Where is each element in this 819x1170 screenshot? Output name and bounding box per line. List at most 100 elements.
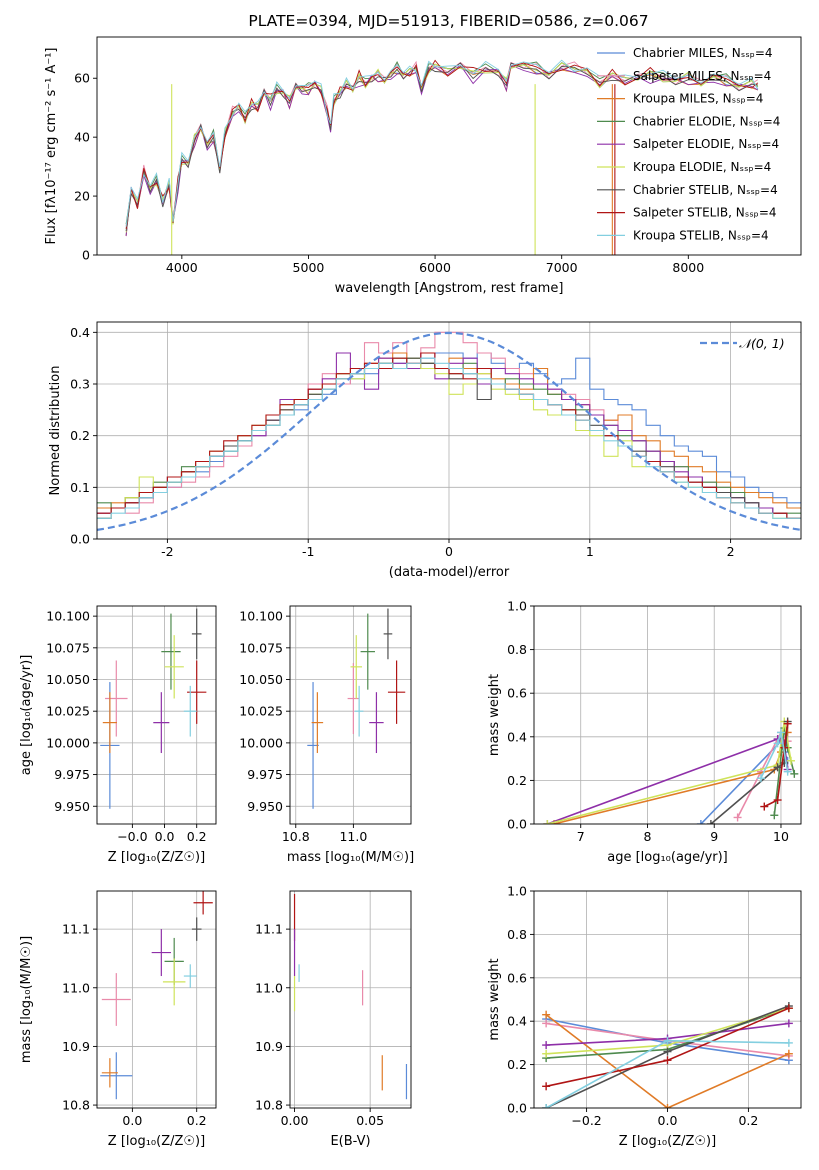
- mass-vs-EBV-frame: [289, 890, 412, 1109]
- age-vs-Z-ytick-label: 10.100: [46, 609, 90, 624]
- residuals-xtick-label: 0: [445, 544, 453, 559]
- legend-entry: Salpeter STELIB, Nₛₛₚ=4: [633, 206, 777, 220]
- age-vs-Z-ytick-label: 10.050: [46, 672, 90, 687]
- spectrum-ytick-label: 0: [82, 248, 90, 263]
- mass-vs-Z-frame: [96, 890, 217, 1109]
- age-vs-Z-marks: [100, 608, 207, 809]
- residuals-ytick-label: 0.2: [70, 428, 90, 443]
- mass-weight-vs-Z-xtick-label: 0.2: [738, 1113, 758, 1128]
- spectrum-xtick-label: 7000: [546, 260, 578, 275]
- mass-weight-vs-age-axes: [530, 605, 801, 828]
- spectrum-line-salpeter-stelib: [125, 59, 759, 229]
- spectrum-axes: [93, 77, 689, 259]
- legend-entry: Kroupa STELIB, Nₛₛₚ=4: [633, 228, 769, 242]
- legend-entry: Chabrier STELIB, Nₛₛₚ=4: [633, 183, 778, 197]
- mass-vs-EBV-marks: [293, 893, 408, 1100]
- mass-vs-Z-ylabel: mass [log₁₀(M/M☉)]: [19, 936, 34, 1063]
- residuals-xtick-label: -1: [302, 544, 314, 559]
- mass-weight-vs-age-xlabel: age [log₁₀(age/yr)]: [607, 850, 728, 865]
- spectrum-ytick-label: 40: [74, 130, 90, 145]
- age-vs-mass-axes: [286, 606, 411, 828]
- age-vs-mass-ytick-label: 9.950: [247, 799, 283, 814]
- mass-vs-EBV-xtick-label: 0.00: [281, 1113, 309, 1128]
- mass-vs-EBV-axes: [286, 891, 411, 1112]
- spectrum-ytick-label: 60: [74, 71, 90, 86]
- age-vs-Z-ylabel: age [log₁₀(age/yr)]: [19, 655, 34, 776]
- age-vs-mass-ytick-label: 9.975: [247, 767, 283, 782]
- age-vs-Z-frame: [96, 605, 217, 825]
- spectrum-marks: [125, 59, 759, 255]
- spectrum-xtick-label: 8000: [672, 260, 704, 275]
- mass-weight-vs-age-ytick-label: 0.4: [507, 729, 527, 744]
- age-vs-mass-frame: [289, 605, 412, 825]
- mass-vs-Z-ytick-label: 10.9: [62, 1039, 90, 1054]
- age-vs-Z-xtick-label: −0.0: [117, 829, 147, 844]
- mass-vs-EBV-ytick-label: 10.9: [255, 1039, 283, 1054]
- weight-line-chabrier-stelib: [710, 721, 789, 824]
- mass-weight-vs-Z-xtick-label: −0.2: [571, 1113, 601, 1128]
- mass-weight-vs-Z-ytick-label: 0.8: [507, 927, 527, 942]
- hist-kroupa-stelib: [97, 357, 801, 519]
- mass-weight-vs-Z-frame: [533, 890, 802, 1109]
- weight-line-salpeter-stelib: [763, 723, 789, 808]
- spectrum-legend: Chabrier MILES, Nₛₛₚ=4 Salpeter MILES, Nₛ…: [597, 46, 780, 242]
- mass-weight-vs-Z-ytick-label: 0.0: [507, 1101, 527, 1116]
- mass-vs-EBV-xlabel: E(B-V): [330, 1134, 370, 1149]
- age-vs-Z-xtick-label: 0.0: [155, 829, 175, 844]
- legend-entry: Chabrier MILES, Nₛₛₚ=4: [633, 46, 773, 60]
- mass-weight-vs-age-xtick-label: 10: [773, 829, 789, 844]
- mass-vs-EBV-ytick-label: 11.0: [255, 980, 283, 995]
- mass-vs-EBV-ytick-label: 10.8: [255, 1098, 283, 1113]
- mass-vs-Z-marks: [100, 891, 213, 1100]
- mass-weight-vs-age-marks: [543, 717, 799, 824]
- mass-weight-vs-Z-ytick-label: 1.0: [507, 884, 527, 899]
- weight-line-salpeter-miles: [736, 730, 789, 818]
- age-vs-mass-xtick-label: 10.8: [282, 829, 310, 844]
- mass-vs-Z-axes: [93, 891, 216, 1112]
- mass-weight-vs-Z-ylabel: mass weight: [487, 958, 502, 1040]
- mass-weight-vs-age-ytick-label: 0.2: [507, 773, 527, 788]
- mass-weight-vs-Z-marks: [542, 1002, 793, 1108]
- spectrum-line-chabrier-stelib: [125, 62, 758, 232]
- hist-chabrier-miles: [97, 352, 801, 514]
- age-vs-Z-ytick-label: 10.025: [46, 704, 90, 719]
- residuals-ylabel: Normed distribution: [48, 366, 63, 496]
- residuals-ytick-label: 0.4: [70, 325, 90, 340]
- mass-vs-Z-ytick-label: 11.0: [62, 980, 90, 995]
- legend-entry: 𝒩(0, 1): [739, 336, 785, 351]
- weight-line-salpeter-elodie: [547, 738, 789, 824]
- mass-weight-vs-age-xtick-label: 7: [577, 829, 585, 844]
- spectrum-xtick-label: 6000: [419, 260, 451, 275]
- legend-entry: Kroupa MILES, Nₛₛₚ=4: [633, 92, 763, 106]
- mass-weight-vs-age-ytick-label: 0.6: [507, 686, 527, 701]
- mass-vs-EBV-xtick-label: 0.05: [356, 1113, 384, 1128]
- mass-weight-vs-age-xtick-label: 9: [710, 829, 718, 844]
- age-vs-Z-xlabel: Z [log₁₀(Z/Z☉)]: [108, 850, 205, 865]
- mass-vs-Z-ytick-label: 11.1: [62, 922, 90, 937]
- mass-vs-Z-ytick-label: 10.8: [62, 1098, 90, 1113]
- spectrum-line-kroupa-elodie: [125, 62, 759, 233]
- mass-weight-vs-age-ylabel: mass weight: [487, 674, 502, 756]
- age-vs-Z-ytick-label: 9.950: [54, 799, 90, 814]
- spectrum-xtick-label: 4000: [166, 260, 198, 275]
- spectrum-ylabel: Flux [fλ10⁻¹⁷ erg cm⁻² s⁻¹ A⁻¹]: [44, 48, 59, 245]
- age-vs-Z-ytick-label: 10.075: [46, 640, 90, 655]
- age-vs-Z-xtick-label: 0.2: [187, 829, 207, 844]
- residuals-xlabel: (data-model)/error: [389, 565, 510, 580]
- mass-weight-vs-age-ytick-label: 0.0: [507, 817, 527, 832]
- residuals-ytick-label: 0.1: [70, 480, 90, 495]
- mass-weight-vs-age-frame: [533, 605, 802, 825]
- figure-title: PLATE=0394, MJD=51913, FIBERID=0586, z=0…: [248, 12, 649, 30]
- age-vs-Z-ytick-label: 10.000: [46, 735, 90, 750]
- legend-entry: Salpeter MILES, Nₛₛₚ=4: [633, 69, 771, 83]
- mass-weight-vs-Z-xlabel: Z [log₁₀(Z/Z☉)]: [619, 1134, 716, 1149]
- spectrum-frame: [96, 36, 802, 256]
- age-vs-mass-xtick-label: 11.0: [339, 829, 367, 844]
- residuals-ytick-label: 0.3: [70, 377, 90, 392]
- residuals-axes: [93, 322, 801, 543]
- residuals-xtick-label: 1: [586, 544, 594, 559]
- mass-weight-vs-age-xtick-label: 8: [643, 829, 651, 844]
- age-vs-mass-ytick-label: 10.000: [239, 735, 283, 750]
